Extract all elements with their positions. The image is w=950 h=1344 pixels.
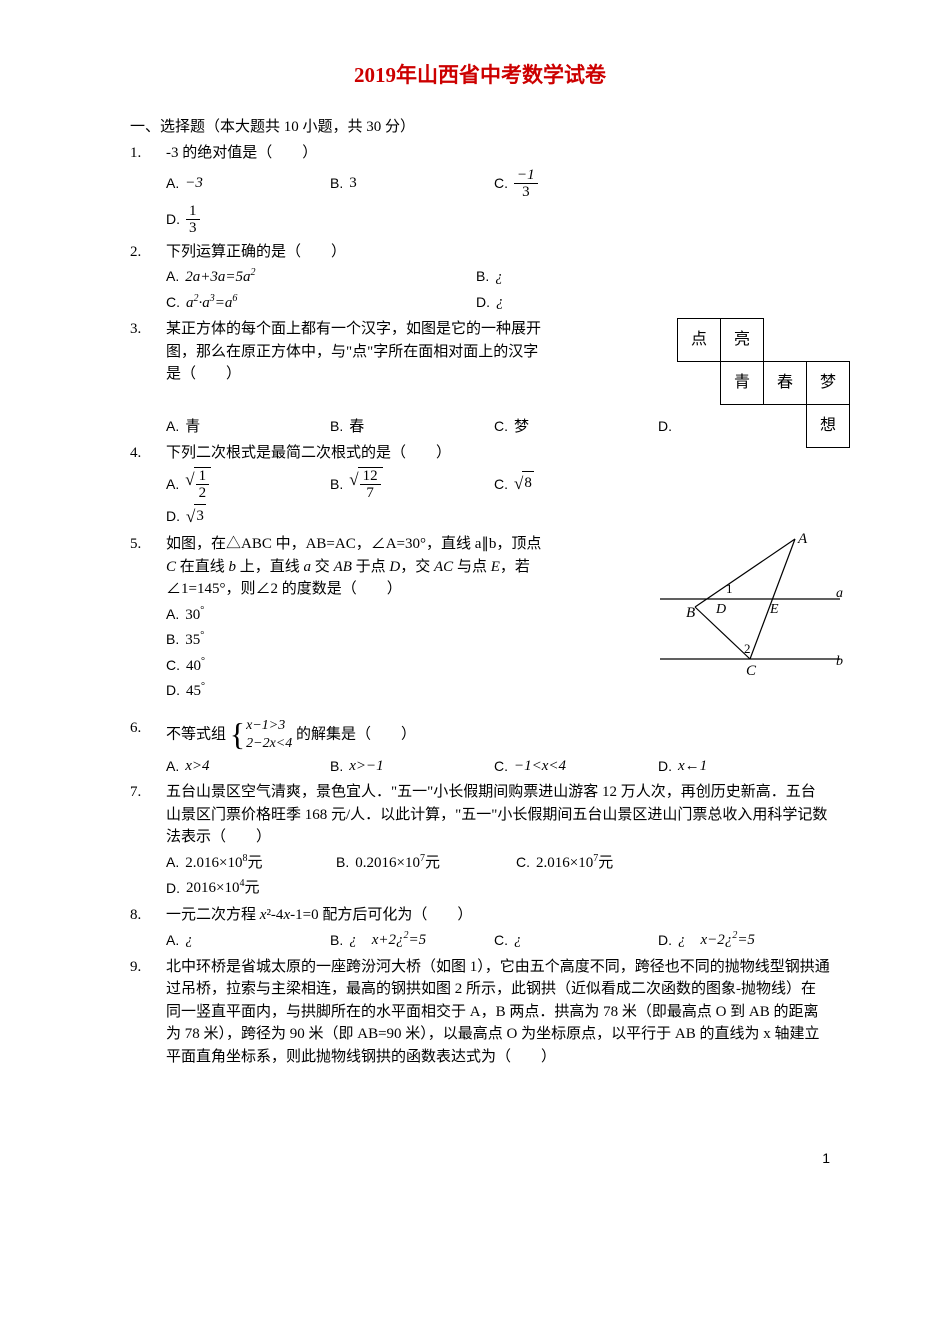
- q3-option-c: C.梦: [494, 416, 648, 439]
- question-5: 5. 如图，在△ABC 中，AB=AC，∠A=30°，直线 a∥b，顶点 C 在…: [130, 533, 830, 705]
- q4-option-b: B. 127: [330, 467, 484, 502]
- q8-option-c: C.¿: [494, 928, 648, 952]
- svg-text:a: a: [836, 586, 843, 601]
- q6-option-a: A.x>4: [166, 755, 320, 778]
- question-1: 1. -3 的绝对值是（ ） A.−3 B.3 C. −13 D. 13: [130, 142, 830, 239]
- q1-option-b: B.3: [330, 167, 484, 201]
- q3-option-a: A.青: [166, 416, 320, 439]
- q5-num: 5.: [130, 533, 166, 556]
- question-3: 3. 某正方体的每个面上都有一个汉字，如图是它的一种展开图，那么在原正方体中，与…: [130, 318, 830, 440]
- question-9: 9. 北中环桥是省城太原的一座跨汾河大桥（如图 1），它由五个高度不同，跨径也不…: [130, 956, 830, 1069]
- q7-option-a: A.2.016×108元: [166, 851, 326, 875]
- svg-text:E: E: [769, 602, 779, 617]
- q8-num: 8.: [130, 904, 166, 927]
- q1-option-a: A.−3: [166, 167, 320, 201]
- q6-num: 6.: [130, 717, 166, 740]
- q7-option-c: C.2.016×107元: [516, 851, 676, 875]
- q2-option-a: A.2a+3a=5a2: [166, 265, 466, 289]
- svg-text:b: b: [836, 654, 843, 669]
- q3-option-b: B.春: [330, 416, 484, 439]
- q4-num: 4.: [130, 442, 166, 465]
- q7-option-d: D.2016×104元: [166, 876, 316, 900]
- q6-option-c: C.−1<x<4: [494, 755, 648, 778]
- page-number: 1: [130, 1148, 830, 1169]
- q8-text: 一元二次方程 x²-4x-1=0 配方后可化为（ ）: [166, 904, 830, 927]
- q2-text: 下列运算正确的是（ ）: [166, 241, 830, 264]
- svg-text:B: B: [686, 605, 695, 621]
- question-2: 2. 下列运算正确的是（ ） A.2a+3a=5a2 B.¿ C.a2·a3=a…: [130, 241, 830, 317]
- q4-option-a: A. 12: [166, 467, 320, 502]
- q6-option-b: B.x>−1: [330, 755, 484, 778]
- q3-num: 3.: [130, 318, 166, 341]
- question-8: 8. 一元二次方程 x²-4x-1=0 配方后可化为（ ） A.¿ B.¿ x+…: [130, 904, 830, 954]
- q4-option-c: C. 8: [494, 467, 664, 502]
- q7-option-b: B.0.2016×107元: [336, 851, 506, 875]
- q8-option-d: D.¿ x−2¿2=5: [658, 928, 808, 952]
- q4-option-d: D. 3: [166, 504, 316, 530]
- q1-num: 1.: [130, 142, 166, 165]
- q9-num: 9.: [130, 956, 166, 979]
- q1-text: -3 的绝对值是（ ）: [166, 142, 830, 165]
- q7-text: 五台山景区空气清爽，景色宜人．"五一"小长假期间购票进山游客 12 万人次，再创…: [166, 781, 830, 849]
- question-6: 6. 不等式组 { x−1>3 2−2x<4 的解集是（ ） A.x>4 B.x…: [130, 717, 830, 780]
- q7-num: 7.: [130, 781, 166, 804]
- question-4: 4. 下列二次根式是最简二次根式的是（ ） A. 12 B. 127 C. 8 …: [130, 442, 830, 531]
- cube-net-diagram: 点亮 青春梦 想: [677, 318, 850, 448]
- svg-text:C: C: [746, 663, 757, 679]
- q3-text: 某正方体的每个面上都有一个汉字，如图是它的一种展开图，那么在原正方体中，与"点"…: [166, 318, 546, 386]
- q9-text: 北中环桥是省城太原的一座跨汾河大桥（如图 1），它由五个高度不同，跨径也不同的抛…: [166, 956, 830, 1069]
- q6-text: 不等式组 { x−1>3 2−2x<4 的解集是（ ）: [166, 717, 830, 753]
- q1-option-c: C. −13: [494, 167, 664, 201]
- q6-option-d: D.x←1: [658, 755, 808, 778]
- svg-text:A: A: [797, 531, 808, 547]
- svg-text:D: D: [715, 602, 726, 617]
- svg-text:2: 2: [744, 641, 751, 656]
- q1-option-d: D. 13: [166, 203, 316, 237]
- section-header: 一、选择题（本大题共 10 小题，共 30 分）: [130, 116, 830, 139]
- q2-option-c: C.a2·a3=a6: [166, 291, 466, 315]
- svg-text:1: 1: [726, 581, 733, 596]
- q2-option-d: D.¿: [476, 291, 626, 315]
- question-7: 7. 五台山景区空气清爽，景色宜人．"五一"小长假期间购票进山游客 12 万人次…: [130, 781, 830, 902]
- triangle-diagram: A B C D E a b 1 2: [650, 529, 850, 697]
- q5-text: 如图，在△ABC 中，AB=AC，∠A=30°，直线 a∥b，顶点 C 在直线 …: [166, 533, 566, 601]
- page-title: 2019年山西省中考数学试卷: [130, 60, 830, 92]
- q2-option-b: B.¿: [476, 265, 626, 289]
- title-text: 2019年山西省中考数学试卷: [354, 63, 606, 87]
- q8-option-b: B.¿ x+2¿2=5: [330, 928, 484, 952]
- q2-num: 2.: [130, 241, 166, 264]
- q8-option-a: A.¿: [166, 928, 320, 952]
